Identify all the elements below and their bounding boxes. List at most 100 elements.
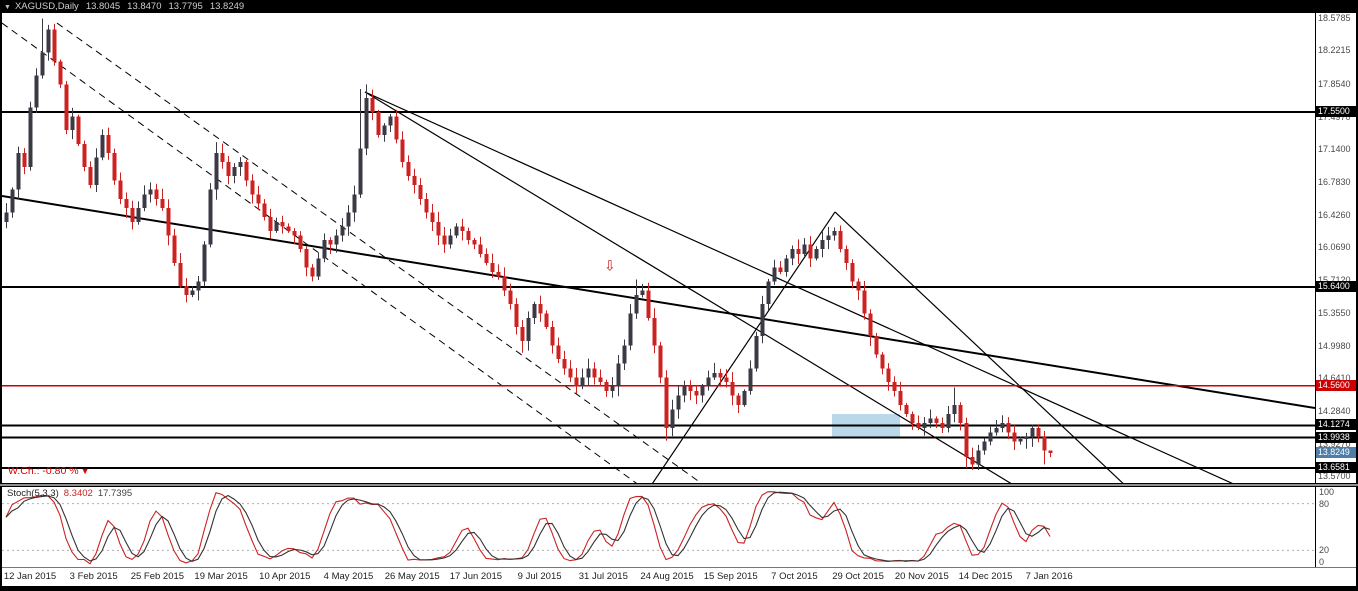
candle: [202, 244, 207, 282]
time-axis[interactable]: 12 Jan 2015 3 Feb 2015 25 Feb 2015 19 Mar 2…: [2, 567, 1356, 586]
price-level-label: 14.1274: [1316, 419, 1356, 431]
candle: [1048, 450, 1053, 453]
candle: [604, 382, 609, 392]
date-label: 29 Oct 2015: [832, 571, 884, 582]
price-level-label: 15.6400: [1316, 280, 1356, 292]
quote-high: 13.8470: [127, 1, 162, 12]
candle: [232, 166, 237, 176]
date-label: 20 Nov 2015: [894, 571, 949, 582]
candle: [844, 249, 849, 263]
candle: [142, 194, 147, 209]
candle: [676, 395, 681, 410]
candle: [424, 198, 429, 213]
candle: [250, 180, 255, 195]
candle: [184, 285, 189, 296]
candle: [460, 226, 465, 231]
candle: [856, 281, 861, 291]
candle: [178, 262, 183, 286]
date-label: 14 Dec 2015: [958, 571, 1013, 582]
candle: [52, 29, 57, 62]
candle: [394, 116, 399, 140]
candle: [238, 162, 243, 167]
candle: [1018, 438, 1023, 442]
candle: [694, 391, 699, 396]
candle: [418, 185, 423, 199]
arrow-annotation: ⇩: [604, 258, 616, 274]
candle: [886, 368, 891, 383]
candle: [814, 249, 819, 259]
chart-dropdown-icon[interactable]: ▼: [4, 4, 11, 11]
candle: [1030, 427, 1035, 437]
candle: [286, 226, 291, 231]
price-chart-canvas[interactable]: ⇩: [2, 13, 1315, 483]
candle: [880, 354, 885, 369]
stoch-scale-label: 100: [1319, 487, 1335, 497]
candle: [904, 404, 909, 415]
price-chart-area[interactable]: ⇩ W.Ch.: -0.80 % ▼: [2, 13, 1315, 483]
candle: [454, 226, 459, 236]
stochastic-panel[interactable]: Stoch(5,3,3) 8.3402 17.7395: [2, 487, 1315, 567]
date-label: 26 May 2015: [384, 571, 440, 582]
candle: [1042, 436, 1047, 451]
candle: [430, 212, 435, 222]
candle: [136, 208, 141, 222]
candle: [976, 450, 981, 465]
stochastic-d-value: 17.7395: [97, 488, 133, 499]
candle: [760, 304, 765, 337]
date-label: 12 Jan 2015: [3, 571, 57, 582]
candle: [718, 372, 723, 378]
price-levels-layer: [2, 110, 1315, 470]
panel-splitter[interactable]: [0, 483, 1358, 487]
candle: [574, 377, 579, 387]
candle: [58, 61, 63, 85]
candle: [382, 125, 387, 135]
candle: [496, 272, 501, 277]
candle: [868, 313, 873, 337]
candle: [910, 414, 915, 424]
date-label: 7 Jan 2016: [1025, 571, 1073, 582]
candle: [484, 253, 489, 263]
price-scale-label: 16.0690: [1318, 242, 1351, 253]
candle: [268, 217, 273, 231]
candle: [466, 230, 471, 241]
candle: [514, 304, 519, 328]
candle: [598, 377, 603, 383]
date-label: 19 Mar 2015: [194, 571, 248, 582]
sell-arrow-icon: ⇩: [604, 258, 616, 274]
price-scale-label: 15.7120: [1318, 275, 1351, 285]
candle: [124, 198, 129, 209]
candle: [16, 153, 21, 190]
candle: [1012, 432, 1017, 442]
candle: [364, 98, 369, 149]
candle: [832, 230, 837, 236]
candle: [376, 111, 381, 135]
quote-close: 13.8249: [209, 1, 245, 12]
candle: [538, 304, 543, 314]
candle: [406, 162, 411, 176]
candle: [550, 327, 555, 346]
stochastic-canvas[interactable]: [2, 487, 1315, 567]
candle: [346, 212, 351, 227]
stochastic-axis: 100 80 20 0: [1315, 487, 1356, 567]
candle: [898, 391, 903, 405]
stochastic-label: Stoch(5,3,3) 8.3402 17.7395: [7, 488, 132, 499]
candle: [478, 244, 483, 254]
weekly-change-text: W.Ch.: -0.80 %: [8, 465, 79, 477]
stoch-scale-label: 80: [1319, 498, 1330, 509]
candle: [4, 212, 9, 222]
date-label: 24 Aug 2015: [640, 571, 694, 582]
candle: [862, 290, 867, 314]
candle: [310, 267, 315, 277]
candle: [712, 372, 717, 378]
candle: [628, 313, 633, 346]
candle: [580, 377, 585, 387]
price-level-label: 13.9938: [1316, 431, 1356, 443]
price-scale-label: 14.9980: [1318, 340, 1351, 351]
candle: [340, 226, 345, 236]
chart-title-bar[interactable]: ▼ XAGUSD,Daily 13.8045 13.8470 13.7795 13.824…: [0, 0, 1358, 13]
candle: [370, 98, 375, 112]
candle: [646, 290, 651, 318]
candle: [964, 423, 969, 458]
price-axis[interactable]: 18.578518.221517.854017.497017.140016.78…: [1315, 13, 1356, 483]
